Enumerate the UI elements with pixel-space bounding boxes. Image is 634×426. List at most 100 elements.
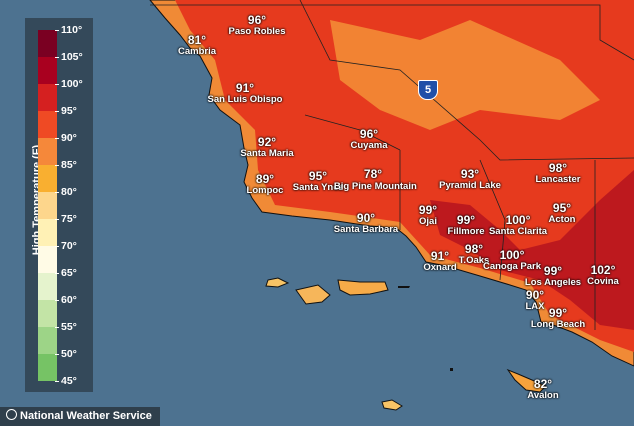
legend-tick: 105° [55,52,83,62]
city-label: 91° San Luis Obispo [208,82,283,106]
city-temperature: 98° [464,242,484,256]
legend-band [38,273,57,300]
city-temperature: 92° [257,135,277,149]
city-name: Cambria [177,46,217,57]
city-label: 102° Covina [587,264,619,288]
legend-tick: 85° [55,160,77,170]
city-name: Lancaster [535,174,581,185]
city-label: 100° Santa Clarita [489,214,547,238]
legend-tick: 65° [55,268,77,278]
city-label: 81° Cambria [178,34,216,58]
legend-band [38,111,57,138]
city-temperature: 91° [430,249,450,263]
island-anacapa [398,286,410,288]
temperature-legend: High Temperature (F) 110° 105° 100° 95° 90° 8… [25,18,93,392]
legend-band [38,165,57,192]
city-temperature: 95° [552,201,572,215]
legend-tick: 90° [55,133,77,143]
city-temperature: 100° [499,248,525,262]
city-temperature: 90° [525,288,545,302]
city-temperature: 96° [247,13,267,27]
city-name: San Luis Obispo [207,94,283,105]
city-temperature: 91° [235,81,255,95]
legend-tick: 55° [55,322,77,332]
city-name: Santa Barbara [333,224,399,235]
city-name: Paso Robles [228,26,286,37]
city-label: 93° Pyramid Lake [439,168,501,192]
legend-tick: 100° [55,79,83,89]
credit-label: National Weather Service [0,407,160,426]
county-lines [150,0,634,330]
city-name: T.Oaks [458,255,490,266]
city-label: 90° LAX [526,289,545,313]
island-santa-cruz [337,279,389,296]
city-name: Pyramid Lake [439,180,501,191]
city-label: 99° Fillmore [448,214,485,238]
city-label: 89° Lompoc [247,173,284,197]
city-name: Oxnard [423,262,457,273]
city-name: Long Beach [530,319,586,330]
city-label: 98° T.Oaks [459,243,490,267]
legend-band [38,300,57,327]
city-name: Acton [548,214,576,225]
city-temperature: 100° [505,213,531,227]
city-name: Santa Clarita [488,226,548,237]
credit-text: National Weather Service [20,410,152,422]
city-name: Santa Ynez [292,182,344,193]
island-santa-rosa [295,284,331,305]
city-temperature: 99° [456,213,476,227]
legend-tick: 70° [55,241,77,251]
city-label: 95° Acton [549,202,576,226]
city-name: Los Angeles [524,277,582,288]
legend-band [38,30,57,57]
city-label: 99° Long Beach [531,307,585,331]
city-name: Cuyama [350,140,388,151]
legend-tick: 110° [54,25,82,35]
island-san-miguel [265,277,290,288]
city-name: LAX [525,301,545,312]
legend-color-bar [38,30,57,381]
land-cool-patches [330,20,600,130]
city-name: Covina [587,276,619,287]
city-label: 96° Cuyama [351,128,388,152]
city-label: 100° Canoga Park [483,249,541,273]
legend-band [38,84,57,111]
city-label: 99° Ojai [419,204,437,228]
interstate-5-shield-icon: 5 [418,80,438,100]
legend-tick: 60° [55,295,77,305]
island-san-clemente [381,399,403,411]
legend-tick: 45° [55,376,77,386]
legend-band [38,57,57,84]
city-temperature: 99° [418,203,438,217]
city-label: 82° Avalon [527,378,558,402]
legend-band [38,138,57,165]
city-temperature: 95° [308,169,328,183]
city-label: 99° Los Angeles [525,265,581,289]
city-label: 92° Santa Maria [240,136,293,160]
legend-band [38,327,57,354]
city-name: Avalon [527,390,559,401]
legend-band [38,354,57,381]
city-name: Fillmore [447,226,485,237]
city-temperature: 102° [590,263,616,277]
city-temperature: 89° [255,172,275,186]
city-label: 95° Santa Ynez [293,170,344,194]
city-name: Santa Maria [240,148,294,159]
legend-band [38,219,57,246]
city-temperature: 90° [356,211,376,225]
land-hot [430,170,634,330]
city-name: Big Pine Mountain [333,181,417,192]
city-label: 91° Oxnard [423,250,456,274]
city-name: Canoga Park [482,261,542,272]
city-label: 96° Paso Robles [228,14,285,38]
legend-tick: 80° [55,187,77,197]
city-temperature: 78° [363,167,383,181]
nws-logo-icon [6,409,17,420]
city-name: Ojai [419,216,437,227]
legend-band [38,246,57,273]
legend-tick: 95° [55,106,77,116]
city-temperature: 99° [543,264,563,278]
city-name: Lompoc [246,185,284,196]
city-temperature: 98° [548,161,568,175]
